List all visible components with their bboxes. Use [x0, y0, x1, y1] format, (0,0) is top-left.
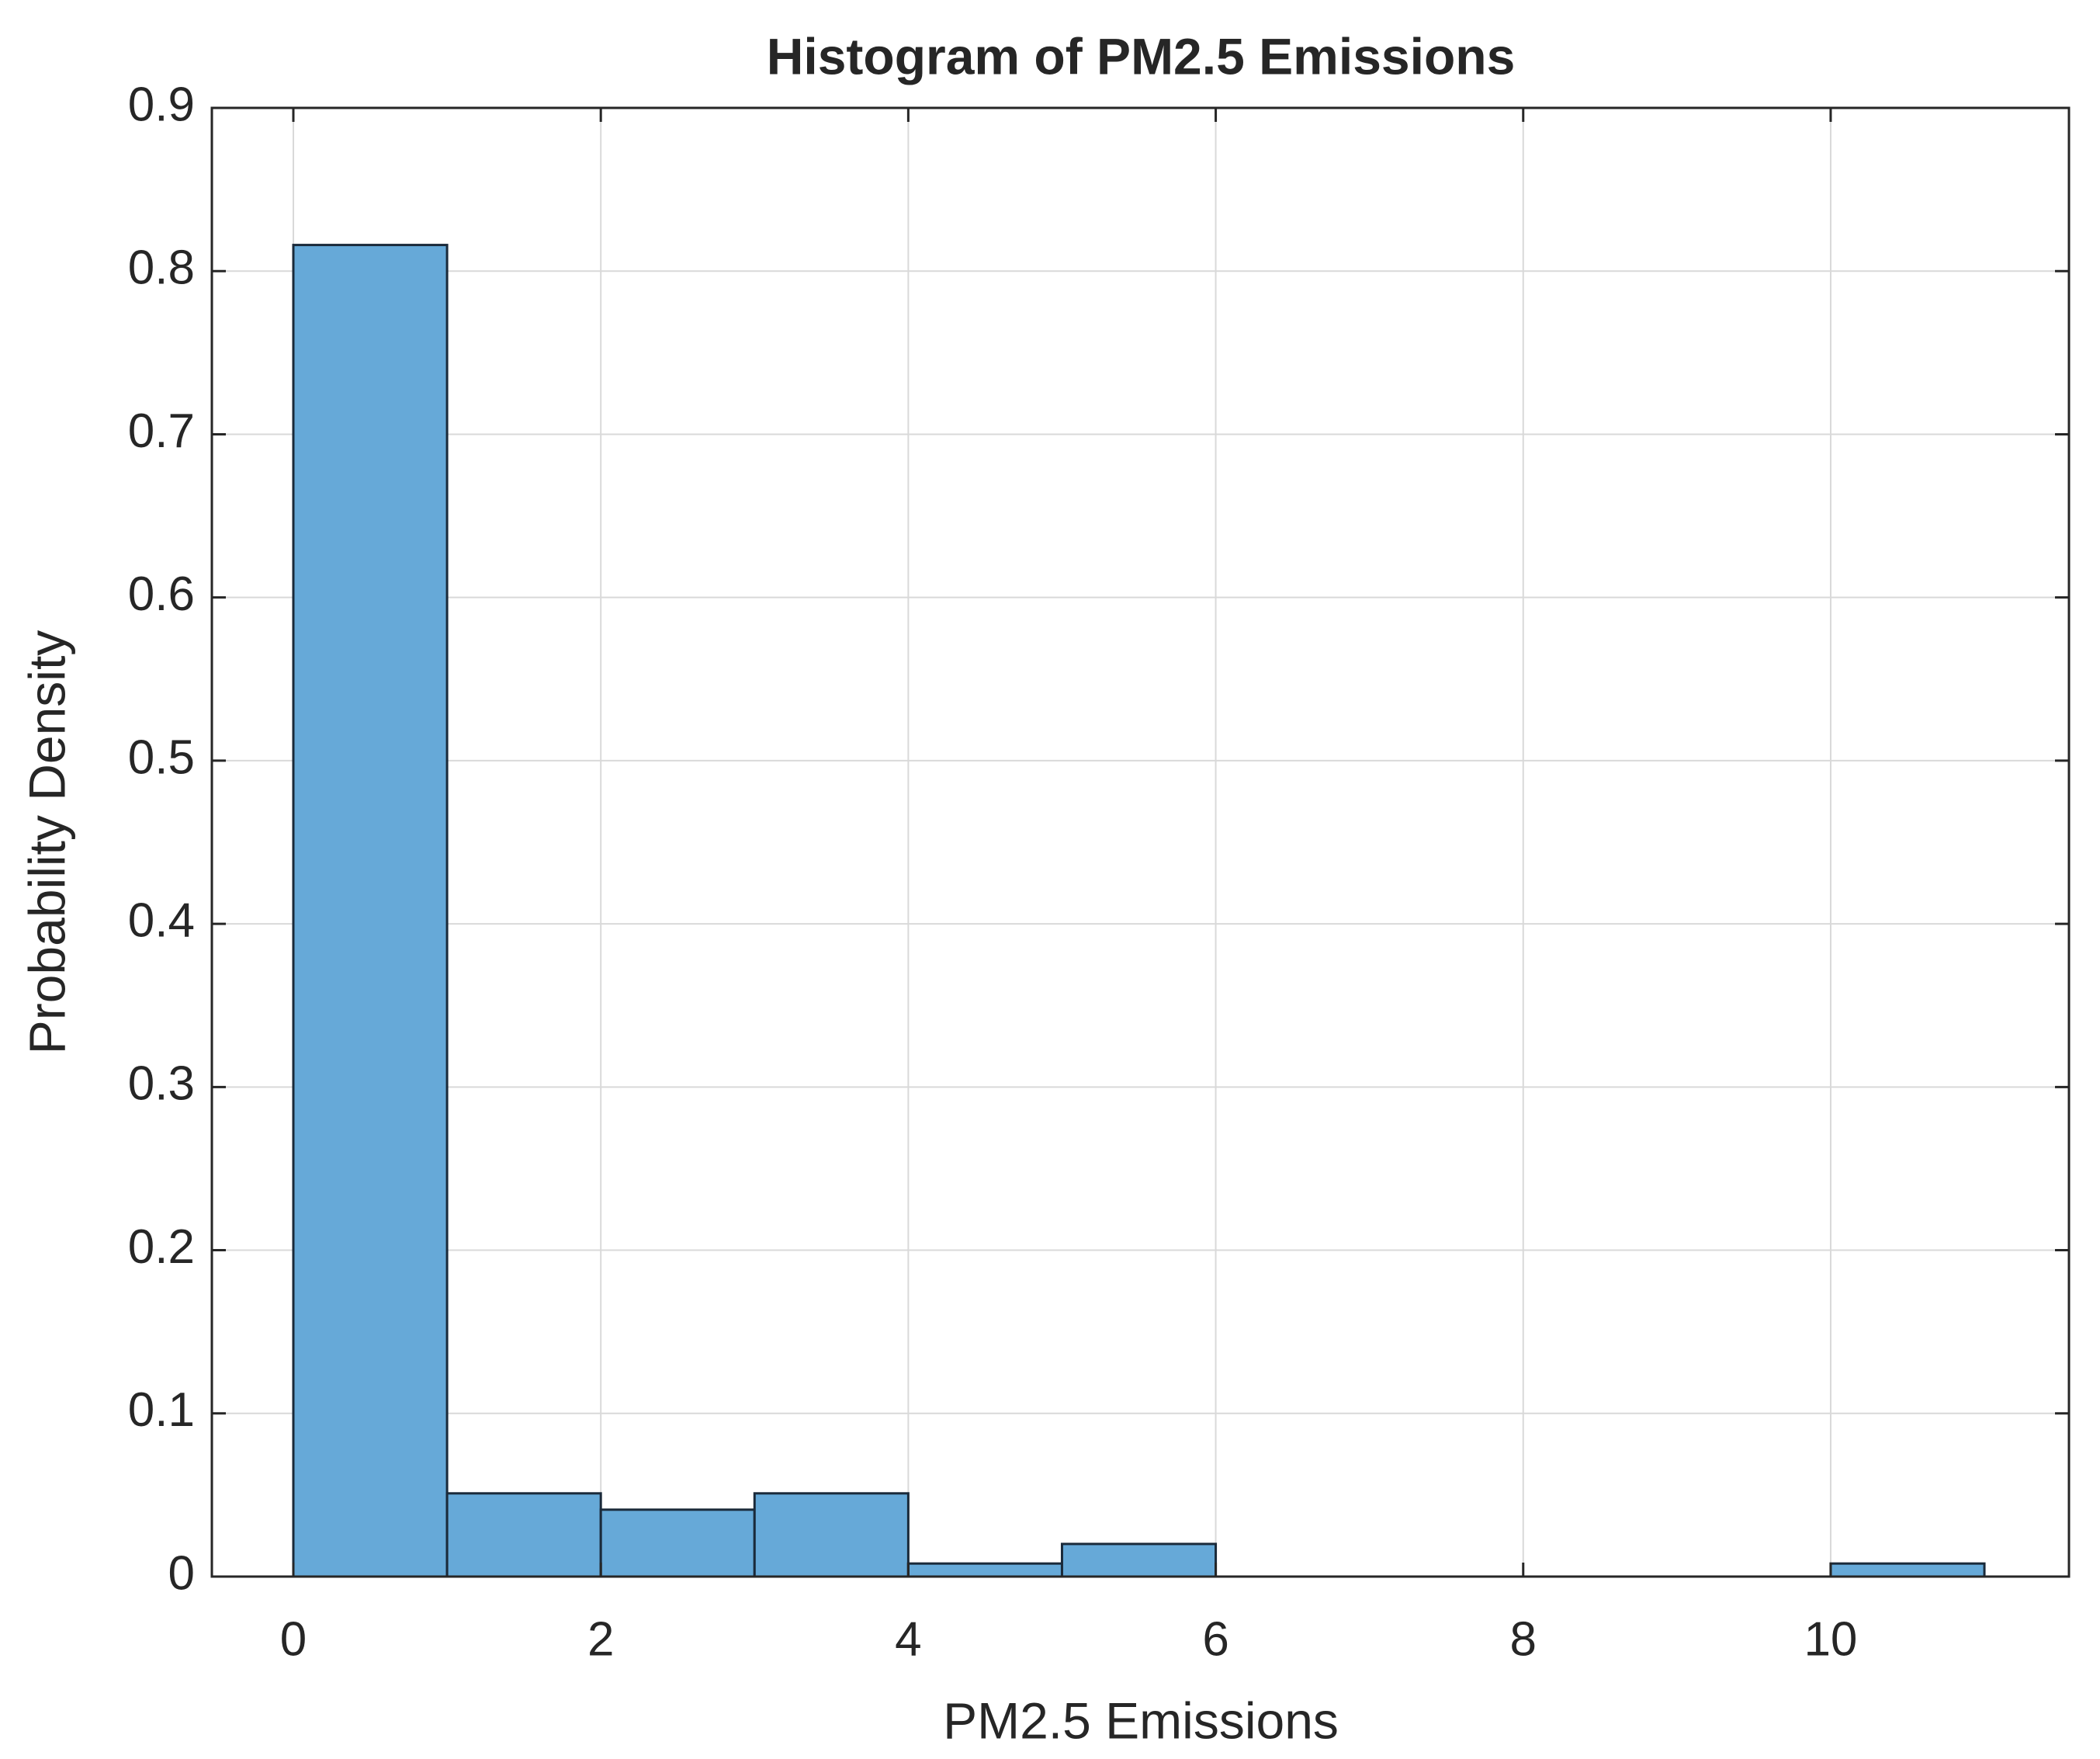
y-tick-label: 0.9	[128, 78, 195, 131]
bar	[906, 1562, 1063, 1578]
y-tick-label: 0.7	[128, 404, 195, 458]
y-tick-label: 0.6	[128, 567, 195, 621]
chart-title: Histogram of PM2.5 Emissions	[767, 27, 1516, 85]
y-tick-label: 0.8	[128, 241, 195, 295]
bar	[1060, 1542, 1218, 1578]
y-tick-label: 0.2	[128, 1220, 195, 1274]
x-axis-label: PM2.5 Emissions	[943, 1691, 1339, 1749]
x-tick-label: 6	[1202, 1612, 1228, 1666]
axes-box	[210, 106, 2071, 1578]
y-tick-label: 0.1	[128, 1383, 195, 1437]
y-axis-label: Probability Density	[18, 630, 75, 1055]
bar	[753, 1492, 910, 1578]
x-tick-label: 2	[587, 1612, 614, 1666]
bar	[445, 1492, 602, 1578]
y-tick-label: 0.5	[128, 730, 195, 784]
y-tick-label: 0.3	[128, 1057, 195, 1111]
bars	[292, 244, 1986, 1578]
bar	[599, 1508, 756, 1578]
bar	[292, 244, 449, 1578]
bar	[1829, 1562, 1986, 1578]
x-tick-label: 0	[280, 1612, 307, 1666]
x-tick-label: 10	[1804, 1612, 1857, 1666]
y-tick-label: 0	[168, 1546, 195, 1600]
x-tick-label: 8	[1510, 1612, 1537, 1666]
y-tick-label: 0.4	[128, 893, 195, 947]
x-tick-label: 4	[895, 1612, 921, 1666]
